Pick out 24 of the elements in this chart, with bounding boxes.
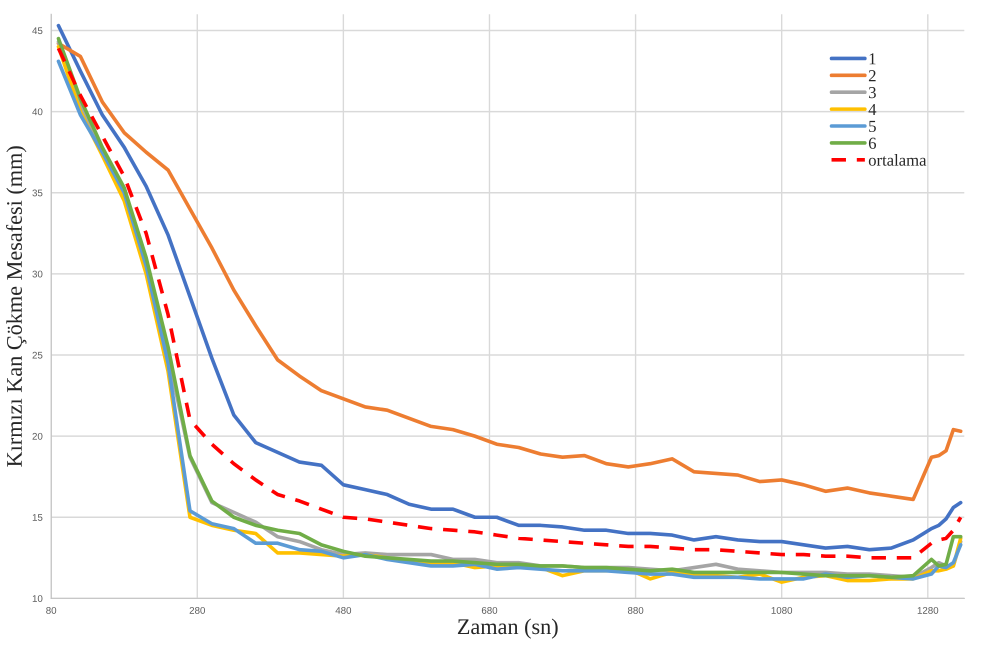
y-tick-label: 45: [32, 27, 42, 34]
legend-label: 3: [868, 87, 876, 98]
y-tick-label: 10: [32, 595, 42, 602]
legend-label: 6: [868, 138, 876, 149]
x-tick-label: 480: [335, 606, 352, 614]
legend-label: 4: [868, 104, 876, 115]
x-tick-label: 280: [190, 606, 206, 614]
y-tick-label: 20: [32, 432, 42, 440]
y-tick-label: 35: [32, 189, 42, 196]
x-tick-label: 880: [628, 606, 644, 614]
legend-label: 2: [868, 70, 876, 82]
legend-label: ortalama: [868, 154, 926, 166]
legend-label: 5: [869, 120, 876, 132]
y-tick-label: 30: [32, 270, 42, 278]
x-axis-title: Zaman (sn): [458, 618, 558, 639]
y-axis-title: Kırmızı Kan Çökme Mesafesi (mm): [6, 146, 26, 467]
x-tick-label: 1080: [772, 606, 792, 614]
x-tick-label: 80: [46, 606, 56, 614]
y-tick-label: 25: [32, 352, 42, 359]
y-tick-label: 40: [32, 108, 42, 116]
y-tick-label: 15: [32, 514, 42, 521]
x-tick-label: 680: [482, 606, 498, 614]
legend-label: 1: [870, 53, 876, 64]
x-tick-label: 1280: [918, 606, 938, 614]
